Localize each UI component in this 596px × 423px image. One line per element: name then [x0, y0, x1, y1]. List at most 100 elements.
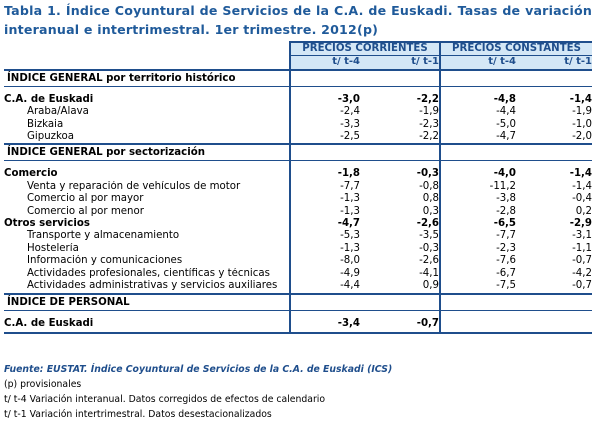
- spacer-cell: [439, 86, 516, 94]
- row-label: Transporte y almacenamiento: [27, 230, 180, 242]
- value-cell: 0,3: [422, 205, 439, 217]
- row-label: Bizkaia: [27, 118, 64, 130]
- header-sub-col-4: t/ t-1: [516, 55, 592, 71]
- row-label: Otros servicios: [4, 218, 90, 230]
- value-cell: -3,4: [289, 317, 360, 334]
- section-header-row: ÍNDICE DE PERSONAL: [4, 293, 592, 311]
- value-cell: -1,9: [419, 106, 439, 118]
- header-row-subcolumns: t/ t-4 t/ t-1 t/ t-4 t/ t-1: [4, 55, 592, 71]
- spacer-cell: [360, 86, 440, 94]
- value-cell: -1,8: [289, 168, 360, 181]
- value-cell: -4,9: [289, 267, 360, 281]
- table-row: Transporte y almacenamiento -5,3 -3,5 -7,7 -…: [4, 230, 592, 243]
- header-precios-constantes: PRECIOS CONSTANTES: [439, 41, 592, 57]
- spacer-cell: [360, 161, 440, 169]
- spacer-cell: [4, 310, 290, 318]
- spacer-cell: [4, 161, 290, 169]
- value-cell: -4,4: [439, 106, 516, 119]
- section-header-cell: [439, 143, 516, 162]
- section-header-cell: [289, 69, 360, 87]
- value-cell: -5,0: [439, 118, 516, 132]
- data-table: PRECIOS CORRIENTES PRECIOS CONSTANTES t/…: [4, 41, 592, 334]
- table-row: Información y comunicaciones -8,0 -2,6 -7,6…: [4, 255, 592, 268]
- section-header-cell: [516, 69, 592, 87]
- section-header-row: ÍNDICE GENERAL por sectorización: [4, 143, 592, 162]
- row-label: Venta y reparación de vehículos de motor: [27, 180, 241, 192]
- section-title: ÍNDICE GENERAL por territorio histórico: [4, 69, 290, 87]
- spacer-cell: [289, 86, 360, 94]
- value-cell: -2,8: [439, 205, 516, 219]
- section-header-cell: [360, 143, 440, 162]
- value-cell: -4,7: [439, 131, 516, 146]
- section-header-cell: [439, 293, 516, 311]
- table-row: Gipuzkoa -2,5 -2,2 -4,7 -2,0: [4, 131, 592, 146]
- value-cell: -3,8: [439, 193, 516, 206]
- row-label: Gipuzkoa: [4, 131, 290, 146]
- row-label: Hostelería: [27, 242, 79, 254]
- value-cell: -7,5: [439, 280, 516, 295]
- note-line-interannual: t/ t-4 Variación interanual. Datos corre…: [4, 394, 326, 405]
- value-cell: -3,5: [419, 230, 439, 242]
- value-cell: -8,0: [289, 255, 360, 268]
- row-label: Araba/Álava: [27, 106, 89, 118]
- value-cell: -3,3: [289, 118, 360, 132]
- value-cell: -1,4: [572, 180, 592, 192]
- table-row: C.A. de Euskadi -3,4 -0,7: [4, 317, 592, 334]
- spacer-cell: [439, 160, 516, 169]
- spacer-cell: [516, 310, 592, 318]
- value-cell: -4,4: [289, 280, 360, 295]
- value-cell: -0,3: [416, 168, 439, 180]
- value-cell: -0,8: [419, 180, 439, 192]
- value-cell: -6,5: [439, 218, 516, 231]
- value-cell: -1,9: [572, 106, 592, 118]
- row-label: Actividades profesionales, científicas y…: [27, 267, 270, 279]
- header-row-groups: PRECIOS CORRIENTES PRECIOS CONSTANTES: [4, 41, 592, 57]
- value-cell: -4,2: [572, 267, 592, 279]
- value-cell: [439, 317, 516, 334]
- value-cell: -2,6: [416, 218, 439, 230]
- value-cell: -7,6: [439, 255, 516, 268]
- value-cell: -1,3: [289, 242, 360, 256]
- value-cell: 0,2: [575, 205, 592, 217]
- row-label: C.A. de Euskadi: [4, 93, 94, 105]
- value-cell: -0,7: [572, 255, 592, 267]
- value-cell: -0,7: [360, 317, 440, 334]
- spacer-row: [4, 310, 592, 318]
- value-cell: -7,7: [289, 180, 360, 194]
- section-header-cell: [289, 293, 360, 311]
- value-cell: -2,3: [439, 242, 516, 256]
- value-cell: -2,2: [360, 131, 440, 146]
- row-label: Comercio al por menor: [27, 205, 144, 217]
- spacer-cell: [516, 161, 592, 169]
- value-cell: -1,0: [572, 118, 592, 130]
- value-cell: -2,2: [416, 93, 439, 105]
- value-cell: -0,4: [572, 193, 592, 205]
- table-row: Bizkaia -3,3 -2,3 -5,0 -1,0: [4, 118, 592, 132]
- spacer-cell: [4, 86, 290, 94]
- section-title: ÍNDICE GENERAL por sectorización: [4, 143, 290, 162]
- value-cell: -2,3: [419, 118, 439, 130]
- row-label: Comercio al por mayor: [27, 193, 144, 205]
- value-cell: -4,0: [439, 168, 516, 181]
- section-title: ÍNDICE DE PERSONAL: [4, 293, 290, 311]
- row-label: Información y comunicaciones: [27, 255, 183, 267]
- row-label: Comercio: [4, 168, 58, 180]
- section-header-cell: [289, 143, 360, 162]
- value-cell: 0,9: [360, 280, 440, 295]
- table-row: Hostelería -1,3 -0,3 -2,3 -1,1: [4, 242, 592, 256]
- value-cell: -2,5: [289, 131, 360, 146]
- spacer-cell: [289, 160, 360, 169]
- spacer-cell: [289, 310, 360, 318]
- section-header-cell: [439, 69, 516, 87]
- value-cell: 0,8: [422, 193, 439, 205]
- table-title: Tabla 1. Índice Coyuntural de Servicios …: [4, 3, 592, 37]
- note-line-provisional: (p) provisionales: [4, 379, 82, 390]
- table-row: Comercio al por mayor -1,3 0,8 -3,8 -0,4: [4, 193, 592, 206]
- header-blank: [4, 55, 290, 71]
- value-cell: -1,1: [572, 242, 592, 254]
- table-notes: Fuente: EUSTAT. Índice Coyuntural de Ser…: [4, 362, 592, 422]
- table-row: Comercio al por menor -1,3 0,3 -2,8 0,2: [4, 205, 592, 219]
- header-sub-col-1: t/ t-4: [289, 55, 360, 71]
- spacer-cell: [360, 310, 440, 318]
- value-cell: -0,3: [419, 242, 439, 254]
